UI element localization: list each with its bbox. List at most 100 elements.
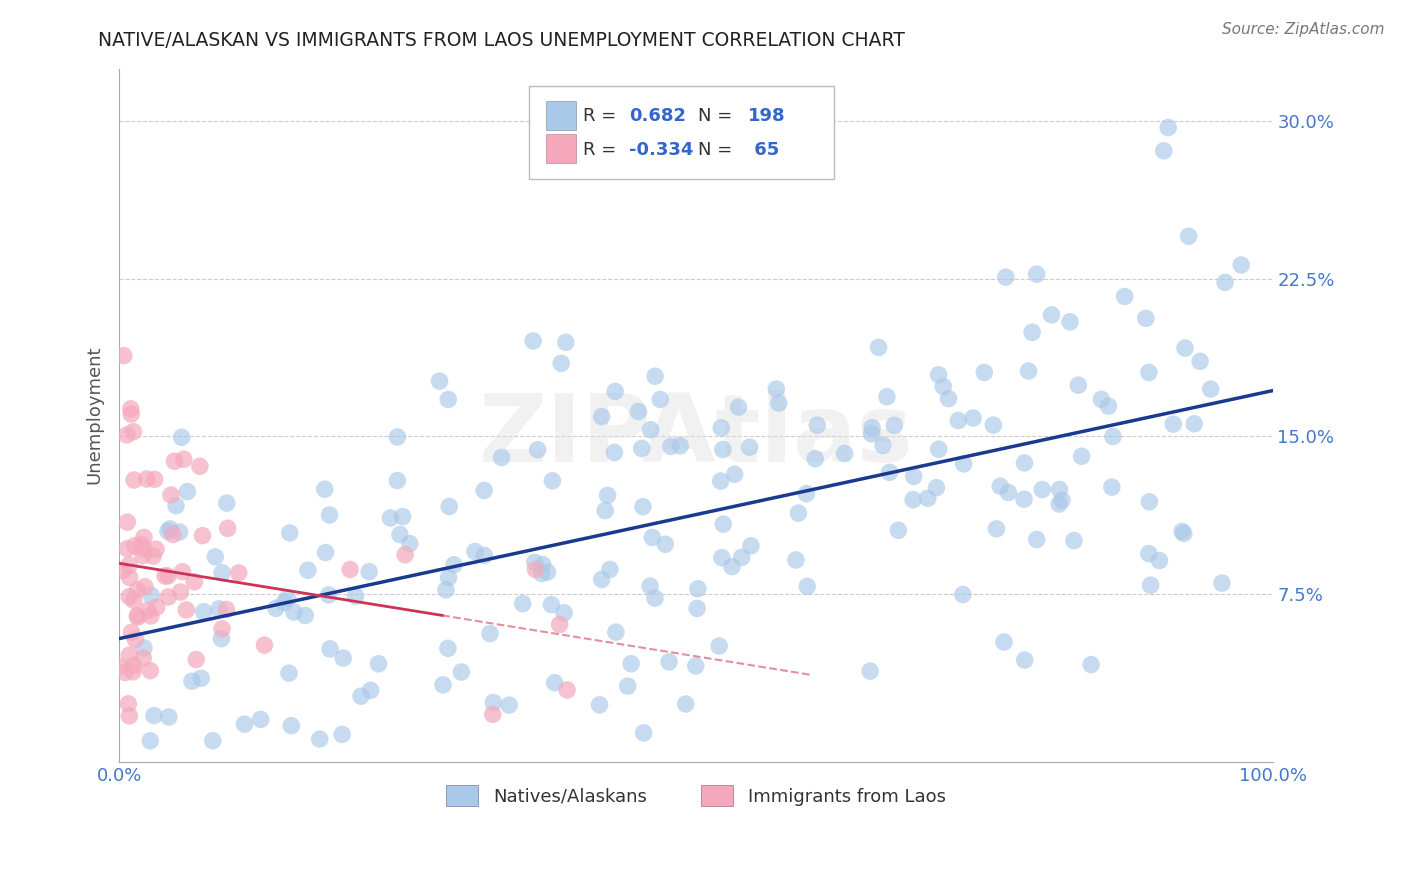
Point	[118, 558, 141, 572]
Point	[339, 562, 361, 576]
Text: 198: 198	[748, 107, 786, 125]
Point	[512, 597, 534, 611]
Point	[359, 565, 381, 579]
Point	[997, 485, 1019, 500]
Point	[118, 570, 141, 584]
Point	[131, 538, 153, 552]
Point	[962, 411, 984, 425]
Point	[1182, 417, 1205, 431]
Point	[1161, 417, 1184, 431]
Point	[707, 639, 730, 653]
Point	[1090, 392, 1112, 407]
Text: Source: ZipAtlas.com: Source: ZipAtlas.com	[1222, 22, 1385, 37]
Point	[588, 698, 610, 712]
Point	[139, 609, 162, 624]
Point	[215, 496, 238, 510]
Point	[122, 658, 145, 673]
Point	[599, 562, 621, 576]
Point	[1080, 657, 1102, 672]
Point	[173, 452, 195, 467]
Point	[1097, 399, 1119, 413]
Point	[170, 430, 193, 444]
Point	[112, 563, 135, 577]
Point	[553, 606, 575, 620]
Point	[1050, 493, 1073, 508]
Point	[710, 550, 733, 565]
Point	[787, 506, 810, 520]
Point	[478, 626, 501, 640]
Point	[498, 698, 520, 712]
Point	[650, 392, 672, 407]
Point	[437, 392, 460, 407]
Point	[928, 368, 950, 382]
Point	[543, 675, 565, 690]
Y-axis label: Unemployment: Unemployment	[86, 346, 103, 484]
Point	[526, 442, 548, 457]
Point	[981, 418, 1004, 433]
Point	[180, 674, 202, 689]
Point	[640, 423, 662, 437]
Legend: Natives/Alaskans, Immigrants from Laos: Natives/Alaskans, Immigrants from Laos	[437, 776, 955, 815]
Point	[1040, 308, 1063, 322]
Point	[1213, 276, 1236, 290]
Point	[1139, 578, 1161, 592]
Point	[631, 500, 654, 514]
Point	[1114, 289, 1136, 303]
Point	[472, 549, 495, 563]
Point	[1063, 533, 1085, 548]
Point	[669, 439, 692, 453]
Text: NATIVE/ALASKAN VS IMMIGRANTS FROM LAOS UNEMPLOYMENT CORRELATION CHART: NATIVE/ALASKAN VS IMMIGRANTS FROM LAOS U…	[98, 31, 905, 50]
Point	[330, 727, 353, 741]
Point	[1189, 354, 1212, 368]
Point	[122, 593, 145, 607]
Point	[524, 562, 547, 576]
Point	[394, 548, 416, 562]
Point	[439, 500, 461, 514]
Point	[172, 565, 194, 579]
Point	[591, 573, 613, 587]
Point	[860, 420, 883, 434]
Text: R =: R =	[583, 141, 621, 160]
Point	[1153, 144, 1175, 158]
Point	[139, 664, 162, 678]
Point	[1137, 547, 1160, 561]
Point	[727, 400, 749, 414]
Point	[176, 603, 198, 617]
Point	[522, 334, 544, 348]
Point	[124, 539, 146, 553]
Point	[879, 466, 901, 480]
Point	[1174, 341, 1197, 355]
Point	[952, 587, 974, 601]
Point	[443, 558, 465, 572]
Point	[141, 589, 163, 603]
Point	[450, 665, 472, 679]
Point	[973, 366, 995, 380]
Text: -0.334: -0.334	[628, 141, 693, 160]
Point	[211, 622, 233, 636]
Point	[541, 474, 564, 488]
Point	[387, 430, 409, 444]
Point	[429, 374, 451, 388]
Point	[1018, 364, 1040, 378]
Point	[135, 472, 157, 486]
Point	[1012, 492, 1035, 507]
Text: 65: 65	[748, 141, 779, 160]
Point	[1171, 524, 1194, 539]
Point	[139, 733, 162, 747]
Point	[472, 483, 495, 498]
Point	[917, 491, 939, 506]
Point	[122, 425, 145, 439]
Point	[183, 574, 205, 589]
Text: ZIPAtlas: ZIPAtlas	[478, 390, 914, 482]
Point	[1070, 450, 1092, 464]
Point	[350, 689, 373, 703]
Point	[159, 522, 181, 536]
Point	[1049, 483, 1071, 497]
Point	[481, 707, 503, 722]
Point	[711, 517, 734, 532]
Point	[273, 595, 295, 609]
Point	[249, 713, 271, 727]
FancyBboxPatch shape	[529, 86, 834, 179]
Point	[169, 524, 191, 539]
Point	[432, 678, 454, 692]
